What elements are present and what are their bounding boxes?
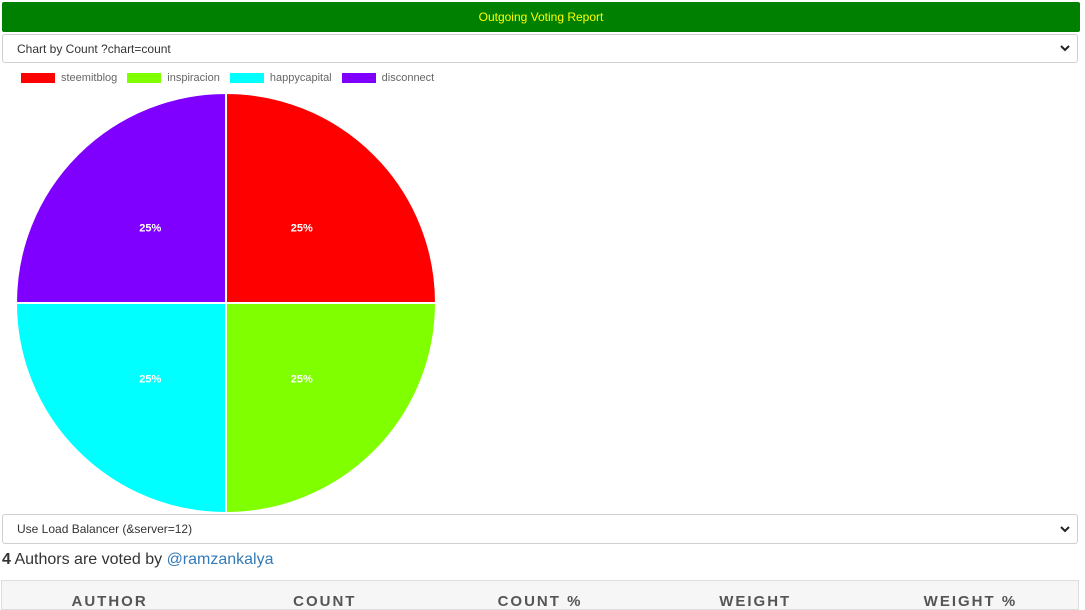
legend-label: inspiracion [167, 72, 220, 84]
legend-swatch [127, 73, 162, 83]
legend-item[interactable]: disconnect [341, 72, 435, 84]
pie-slice-steemitblog[interactable] [225, 91, 438, 304]
authors-table-header: AUTHOR COUNT COUNT % WEIGHT WEIGHT % [1, 580, 1079, 610]
pie-slice-happycapital[interactable] [14, 302, 227, 515]
table-header-cell[interactable]: WEIGHT % [923, 593, 1018, 610]
server-select[interactable]: Use Load Balancer (&server=12) [2, 514, 1078, 544]
legend-item[interactable]: inspiracion [127, 72, 220, 84]
pie-chart: 25% 25% 25% 25% [14, 91, 438, 515]
author-count: 4 [2, 551, 11, 568]
user-link[interactable]: @ramzankalya [166, 551, 274, 568]
pie-slice-label: 25% [291, 222, 313, 234]
summary-text: Authors are voted by [10, 551, 167, 568]
table-header-cell[interactable]: COUNT [293, 593, 357, 610]
legend-label: steemitblog [61, 72, 118, 84]
table-header-cell[interactable]: COUNT % [497, 593, 583, 610]
report-title-banner: Outgoing Voting Report [2, 2, 1080, 32]
chart-legend: steemitblog inspiracion happycapital discon… [21, 71, 444, 85]
pie-slice-label: 25% [139, 374, 161, 386]
pie-slice-inspiracion[interactable] [225, 302, 438, 515]
voted-authors-summary: 4 Authors are voted by @ramzankalya [2, 551, 274, 569]
table-header-cell[interactable]: AUTHOR [71, 593, 148, 610]
legend-swatch [21, 73, 55, 83]
chevron-down-icon [1060, 45, 1070, 52]
chart-type-select-value: Chart by Count ?chart=count [17, 41, 171, 56]
legend-label: disconnect [381, 72, 435, 84]
table-header-cell[interactable]: WEIGHT [719, 593, 792, 610]
legend-item[interactable]: steemitblog [21, 72, 117, 84]
chart-type-select[interactable]: Chart by Count ?chart=count [2, 34, 1078, 63]
legend-swatch [341, 73, 376, 83]
report-title: Outgoing Voting Report [478, 10, 604, 24]
pie-slice-disconnect[interactable] [14, 91, 227, 304]
server-select-value: Use Load Balancer (&server=12) [17, 522, 193, 536]
pie-slice-label: 25% [139, 222, 161, 234]
chevron-down-icon [1060, 526, 1070, 533]
legend-label: happycapital [269, 72, 332, 84]
pie-slice-label: 25% [291, 374, 313, 386]
legend-swatch [229, 73, 264, 83]
legend-item[interactable]: happycapital [229, 72, 332, 84]
